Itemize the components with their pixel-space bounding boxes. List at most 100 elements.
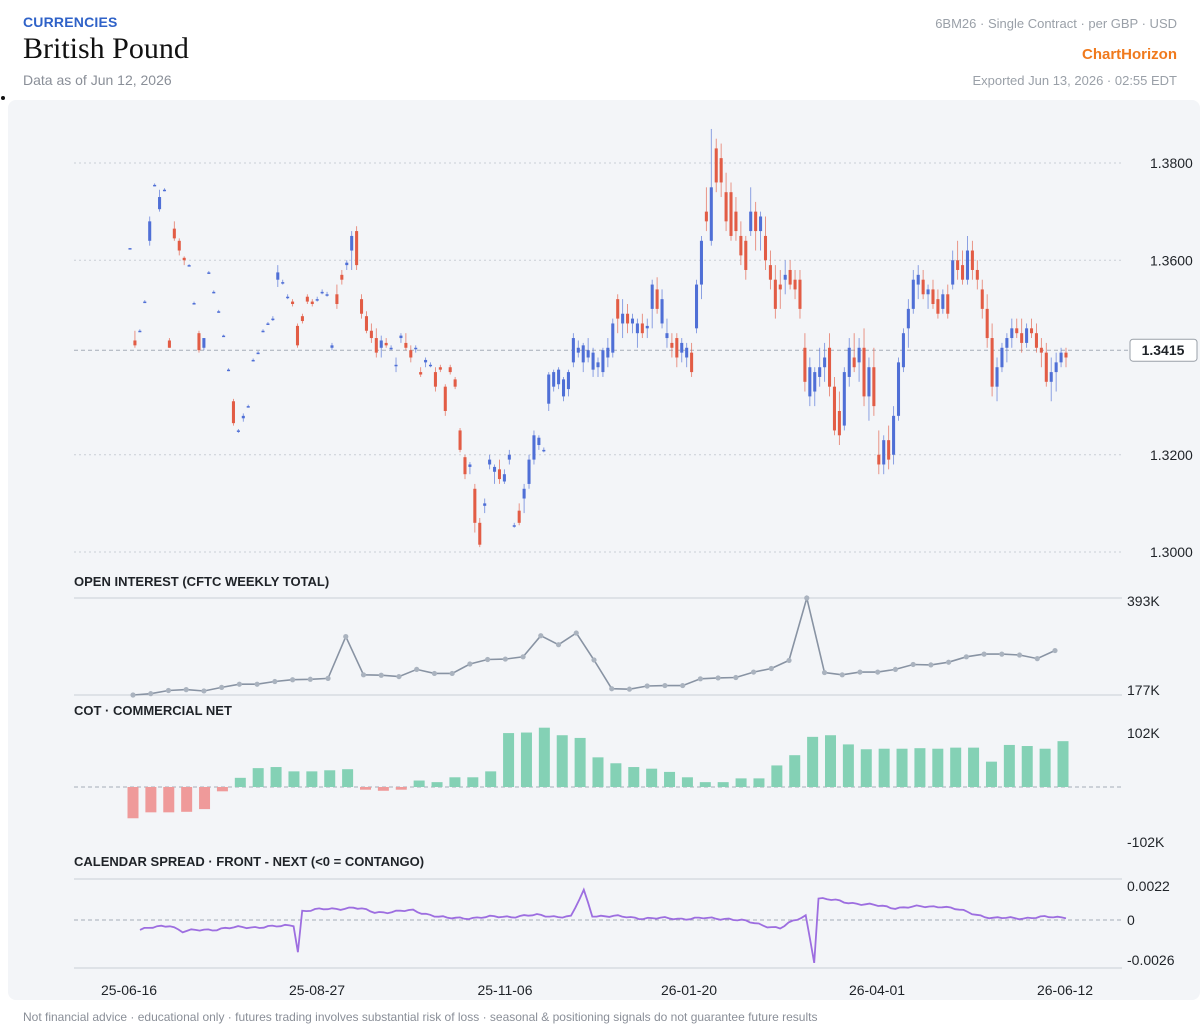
cot-bar	[842, 744, 854, 787]
cot-bar	[163, 787, 175, 813]
candle	[739, 221, 743, 266]
candle	[665, 318, 669, 348]
candle-body	[162, 189, 167, 192]
oi-point	[538, 633, 544, 639]
candle	[330, 342, 334, 351]
candle	[690, 342, 694, 377]
cot-bar	[807, 736, 819, 787]
disclaimer-footer: Not financial advice · educational only …	[23, 1010, 818, 1024]
candle	[207, 270, 211, 274]
candle	[571, 333, 575, 368]
oi-point	[662, 682, 668, 689]
cot-bar	[1021, 746, 1033, 787]
candle-body	[985, 308, 989, 339]
candle-body	[473, 488, 477, 523]
category-label[interactable]: CURRENCIES	[23, 14, 118, 30]
candle-body	[231, 401, 235, 424]
candle-body	[591, 352, 595, 370]
candle	[133, 330, 137, 348]
candle-body	[1005, 338, 1009, 348]
candle-body	[305, 296, 309, 302]
candle	[857, 338, 861, 382]
cot-tick-max: 102K	[1127, 725, 1160, 741]
candle	[419, 367, 423, 377]
candle-body	[616, 299, 620, 319]
oi-grid	[74, 597, 1122, 696]
brand-logo[interactable]: ChartHorizon	[1082, 46, 1177, 63]
oi-point	[786, 657, 792, 664]
candle-body	[517, 510, 521, 523]
candle	[709, 128, 713, 246]
cot-bar	[216, 787, 228, 792]
candle-body	[512, 525, 516, 527]
oi-point	[804, 595, 810, 601]
candle-body	[626, 313, 630, 324]
candle	[473, 483, 477, 533]
candle-body	[630, 318, 635, 324]
candle-body	[300, 316, 304, 322]
candle-body	[680, 342, 684, 353]
candle-body	[650, 284, 654, 309]
oi-point	[343, 634, 349, 640]
candle	[399, 333, 403, 343]
cot-section-title: COT · COMMERCIAL NET	[74, 703, 232, 718]
candle	[276, 265, 280, 287]
candle	[522, 483, 526, 514]
candle-body	[537, 437, 541, 446]
candle	[990, 323, 994, 397]
candle	[542, 447, 546, 453]
oi-point	[201, 688, 207, 694]
candle-body	[798, 279, 802, 309]
candle-body	[251, 359, 255, 362]
candle	[148, 216, 152, 246]
oi-point	[431, 670, 438, 677]
candle-body	[1034, 333, 1038, 348]
spread-series-line	[139, 887, 1067, 964]
candle	[694, 279, 699, 334]
candle	[483, 498, 487, 514]
oi-tick-max: 393K	[1127, 593, 1160, 609]
oi-point	[644, 683, 650, 689]
oi-section-title: OPEN INTEREST (CFTC WEEKLY TOTAL)	[74, 574, 329, 589]
candle	[488, 454, 492, 470]
oi-point	[821, 669, 828, 676]
candle-body	[566, 372, 570, 390]
candle-body	[763, 235, 768, 261]
candle	[832, 376, 836, 436]
candle	[660, 289, 664, 329]
candle	[226, 368, 231, 372]
oi-point	[733, 674, 739, 681]
chart-canvas[interactable]: 1.3800 1.3600 1.3200 1.3000 1.3415 OPEN INTE…	[0, 0, 1200, 1005]
candle-body	[256, 352, 260, 355]
candle	[162, 188, 167, 192]
candle-body	[837, 410, 841, 436]
candle	[901, 328, 905, 373]
candle-body	[143, 301, 147, 304]
cot-bar	[306, 771, 318, 787]
oi-point	[414, 666, 420, 673]
candle	[295, 323, 300, 348]
price-tick-label: 1.3800	[1150, 155, 1193, 171]
candle-body	[438, 367, 442, 370]
candle	[394, 357, 398, 373]
x-tick-label: 25-11-06	[477, 982, 532, 998]
candle-body	[182, 257, 186, 261]
candle-body	[1020, 333, 1024, 343]
oi-point	[768, 665, 774, 672]
candle	[443, 384, 447, 416]
price-tick-label: 1.3200	[1150, 447, 1193, 463]
spread-tick-min: -0.0026	[1127, 952, 1175, 968]
oi-point	[360, 672, 367, 678]
oi-point	[272, 678, 278, 685]
candle-body	[261, 330, 265, 333]
candle-body	[754, 211, 758, 232]
candle-body	[759, 216, 763, 232]
candle-body	[867, 367, 871, 397]
oi-point	[1034, 656, 1040, 662]
cot-bars	[127, 727, 1069, 819]
candle-body	[1039, 347, 1043, 353]
candle	[379, 335, 383, 358]
candle	[951, 250, 955, 290]
candle-body	[379, 340, 383, 348]
candle	[497, 459, 502, 484]
